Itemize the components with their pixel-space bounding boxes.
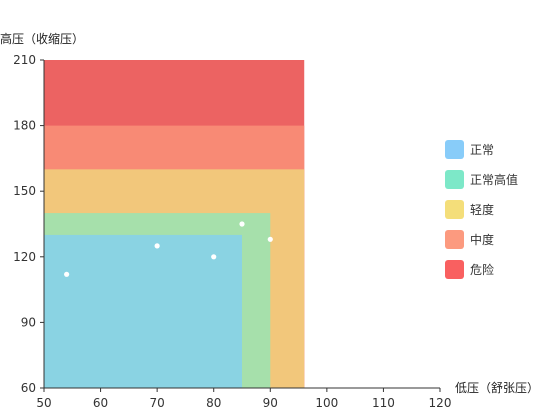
data-point [64, 271, 70, 277]
y-tick-label: 150 [13, 184, 36, 198]
axes-layer [43, 60, 440, 389]
legend-swatch [445, 170, 464, 189]
data-point [154, 243, 160, 249]
data-point [239, 221, 245, 227]
x-tick-label: 80 [206, 396, 221, 410]
y-tick-labels: 60 90 120 150 180 210 [13, 53, 44, 395]
legend-swatch [445, 230, 464, 249]
x-tick-label: 90 [263, 396, 278, 410]
legend-item[interactable]: 正常 [445, 140, 494, 159]
y-tick-label: 210 [13, 53, 36, 67]
legend-item[interactable]: 正常高值 [445, 170, 518, 189]
x-axis-title: 低压（舒张压） [455, 381, 539, 395]
y-tick-label: 180 [13, 119, 36, 133]
legend-label: 中度 [470, 232, 494, 247]
legend-label: 危险 [470, 262, 494, 277]
legend-item[interactable]: 中度 [445, 230, 494, 249]
zones-layer [44, 60, 305, 388]
legend-label: 正常 [470, 143, 494, 157]
legend-label: 正常高值 [470, 172, 518, 187]
x-tick-labels: 50 60 70 80 90 100 110 120 [36, 388, 451, 410]
x-tick-label: 70 [150, 396, 165, 410]
x-tick-label: 120 [429, 396, 452, 410]
legend-item[interactable]: 危险 [445, 260, 494, 279]
legend-swatch [445, 140, 464, 159]
data-point [211, 254, 217, 260]
legend-label: 轻度 [470, 202, 494, 217]
x-tick-label: 60 [93, 396, 108, 410]
x-tick-label: 100 [315, 396, 338, 410]
y-tick-label: 120 [13, 250, 36, 264]
legend-item[interactable]: 轻度 [445, 200, 494, 219]
y-axis-title: 高压（收缩压） [0, 31, 84, 46]
y-tick-label: 90 [21, 315, 36, 329]
x-tick-label: 110 [372, 396, 395, 410]
x-tick-label: 50 [36, 396, 51, 410]
data-point [267, 236, 273, 242]
y-tick-label: 60 [21, 381, 36, 395]
zone-正常 [44, 234, 242, 388]
points-layer [64, 221, 273, 277]
legend-swatch [445, 200, 464, 219]
legend-swatch [445, 260, 464, 279]
